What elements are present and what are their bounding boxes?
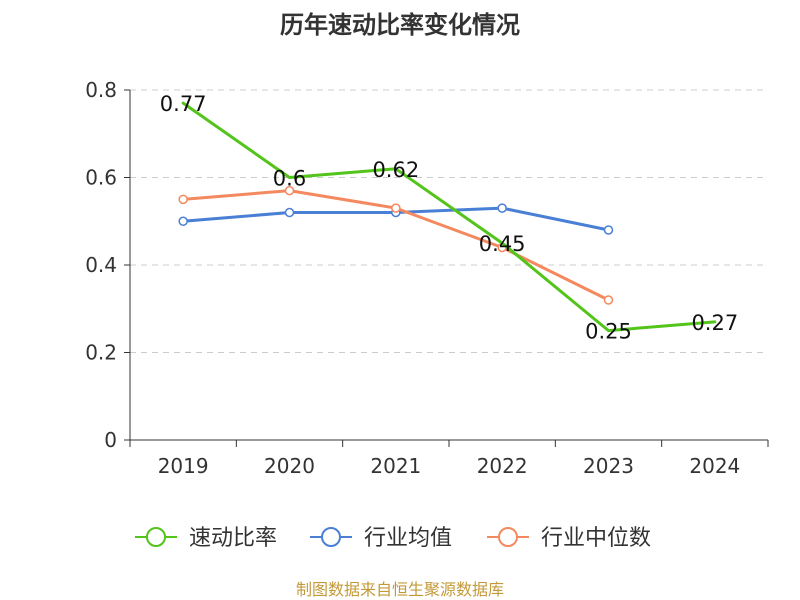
x-tick-label: 2024: [689, 454, 740, 478]
legend-marker: [498, 527, 518, 547]
data-point: [178, 216, 188, 226]
legend-marker: [321, 527, 341, 547]
data-point: [603, 295, 614, 305]
axes: 0 0.2 0.4 0.6 0.8 2019 2020 2021 2022 2023 2024: [85, 78, 769, 478]
chart-title: 历年速动比率变化情况: [280, 11, 520, 39]
legend-label: 速动比率: [189, 526, 277, 551]
legend-label: 行业均值: [364, 526, 452, 551]
grid-lines: [130, 89, 768, 353]
data-point: [391, 203, 401, 213]
series-layer: [178, 101, 717, 333]
data-label: 0.62: [372, 158, 419, 182]
data-label: 0.77: [160, 92, 207, 116]
legend-item: 行业均值: [310, 526, 452, 551]
data-label: 0.45: [479, 232, 526, 256]
data-label: 0.6: [273, 167, 306, 191]
data-point: [284, 207, 295, 218]
source-note: 制图数据来自恒生聚源数据库: [296, 580, 504, 599]
data-label: 0.27: [691, 311, 738, 335]
x-tick-label: 2022: [477, 454, 528, 478]
x-tick-label: 2020: [264, 454, 315, 478]
data-labels: 0.77 0.6 0.62 0.45 0.25 0.27: [160, 92, 738, 344]
data-point: [178, 194, 188, 205]
legend-item: 速动比率: [135, 526, 277, 551]
x-tick-label: 2023: [583, 454, 634, 478]
legend-marker: [146, 527, 166, 547]
legend: 速动比率 行业均值 行业中位数: [135, 526, 651, 551]
legend-label: 行业中位数: [541, 526, 651, 551]
y-tick-label: 0.6: [85, 166, 117, 190]
series-1: [181, 101, 717, 333]
data-label: 0.25: [585, 320, 632, 344]
y-tick-label: 0.8: [85, 78, 117, 102]
series-line: [181, 101, 717, 333]
data-point: [284, 185, 295, 196]
x-tick-label: 2021: [370, 454, 421, 478]
data-point: [497, 203, 507, 213]
y-tick-label: 0: [104, 428, 117, 452]
legend-item: 行业中位数: [487, 526, 651, 551]
y-tick-label: 0.2: [85, 341, 117, 365]
y-tick-label: 0.4: [85, 253, 117, 277]
data-point: [603, 225, 614, 235]
x-tick-label: 2019: [158, 454, 209, 478]
series-3: [178, 185, 614, 305]
